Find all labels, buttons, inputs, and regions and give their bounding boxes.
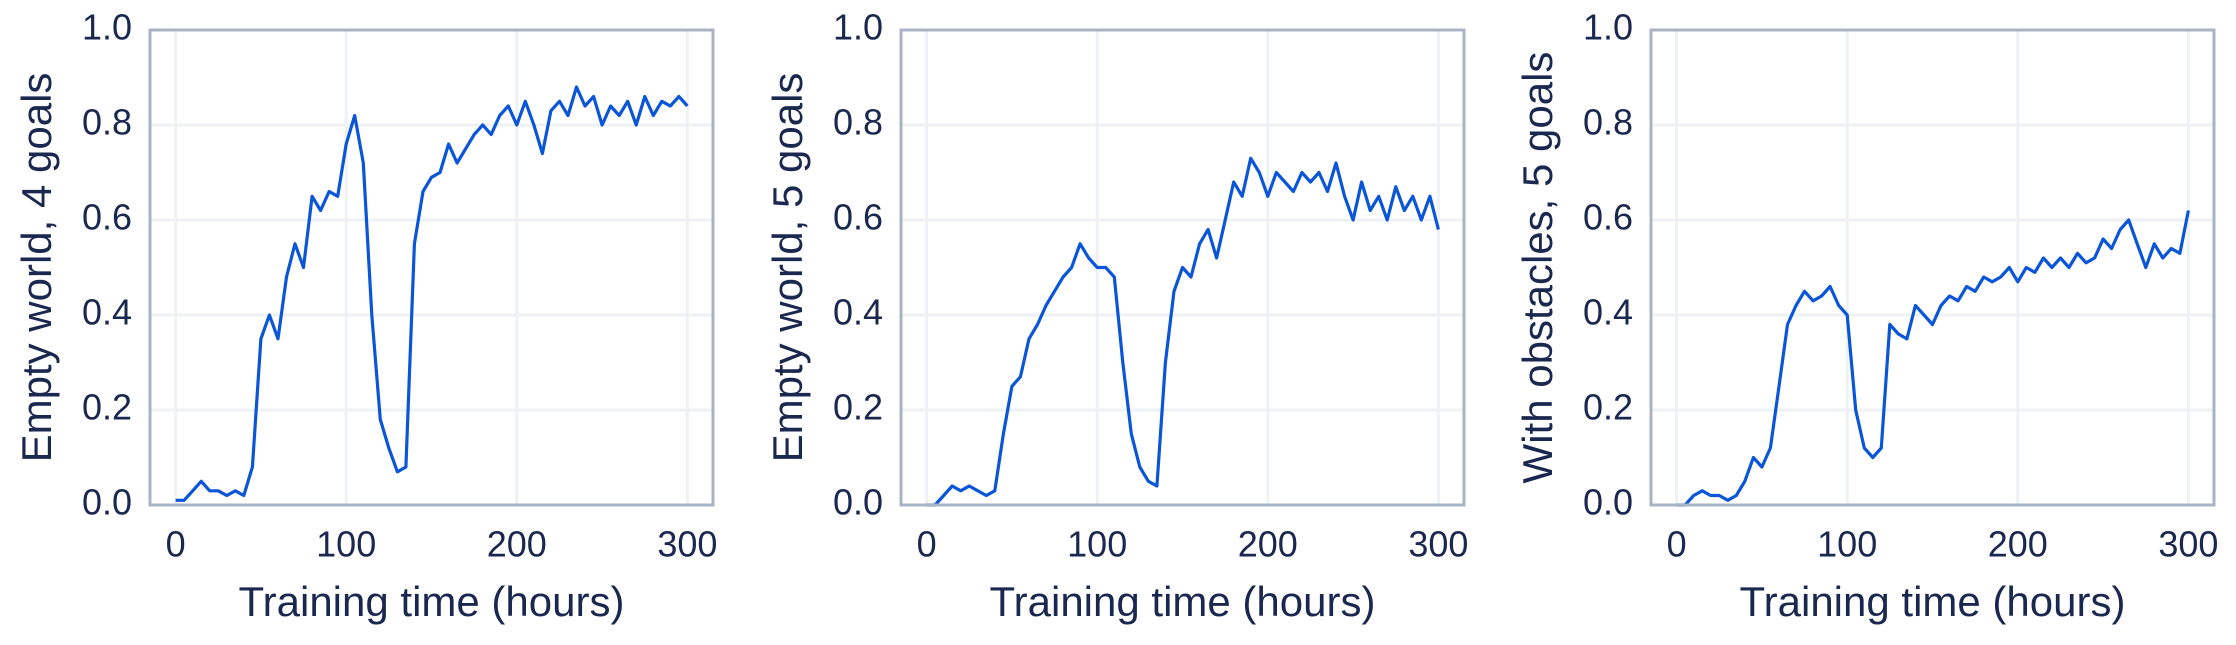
y-tick-label: 0.0 bbox=[1583, 482, 1633, 523]
x-tick-label: 0 bbox=[1667, 524, 1687, 565]
y-tick-label: 0.8 bbox=[1583, 102, 1633, 143]
x-tick-label: 200 bbox=[1988, 524, 2048, 565]
data-line bbox=[175, 85, 689, 502]
y-tick-label: 0.4 bbox=[833, 292, 883, 333]
y-tick-label: 0.2 bbox=[82, 387, 132, 428]
x-tick-label: 300 bbox=[1408, 524, 1468, 565]
y-tick-label: 0.8 bbox=[82, 102, 132, 143]
x-tick-label: 100 bbox=[1067, 524, 1127, 565]
x-tick-label: 300 bbox=[657, 524, 717, 565]
y-tick-label: 0.0 bbox=[833, 482, 883, 523]
y-tick-label: 0.2 bbox=[1583, 387, 1633, 428]
x-tick-label: 100 bbox=[1817, 524, 1877, 565]
x-tick-label: 200 bbox=[1238, 524, 1298, 565]
y-tick-label: 0.8 bbox=[833, 102, 883, 143]
y-tick-label: 0.2 bbox=[833, 387, 883, 428]
axes-frame bbox=[148, 28, 715, 507]
y-tick-label: 0.6 bbox=[82, 197, 132, 238]
y-tick-label: 0.4 bbox=[82, 292, 132, 333]
x-axis-label: Training time (hours) bbox=[1740, 578, 2126, 625]
x-axis-label: Training time (hours) bbox=[239, 578, 625, 625]
y-tick-label: 1.0 bbox=[833, 7, 883, 48]
data-line bbox=[1676, 210, 2190, 507]
y-tick-label: 1.0 bbox=[82, 7, 132, 48]
y-tick-label: 0.4 bbox=[1583, 292, 1633, 333]
x-tick-label: 0 bbox=[917, 524, 937, 565]
axes-frame bbox=[1649, 28, 2216, 507]
x-tick-label: 200 bbox=[487, 524, 547, 565]
y-tick-label: 1.0 bbox=[1583, 7, 1633, 48]
y-tick-label: 0.6 bbox=[1583, 197, 1633, 238]
data-line bbox=[926, 156, 1440, 507]
y-axis-label: With obstacles, 5 goals bbox=[1514, 52, 1561, 484]
y-tick-label: 0.6 bbox=[833, 197, 883, 238]
axes-frame bbox=[899, 28, 1466, 507]
y-axis-label: Empty world, 5 goals bbox=[764, 73, 811, 463]
x-tick-label: 100 bbox=[316, 524, 376, 565]
x-tick-label: 0 bbox=[166, 524, 186, 565]
x-axis-label: Training time (hours) bbox=[990, 578, 1376, 625]
y-axis-label: Empty world, 4 goals bbox=[13, 73, 60, 463]
y-tick-label: 0.0 bbox=[82, 482, 132, 523]
x-tick-label: 300 bbox=[2158, 524, 2218, 565]
